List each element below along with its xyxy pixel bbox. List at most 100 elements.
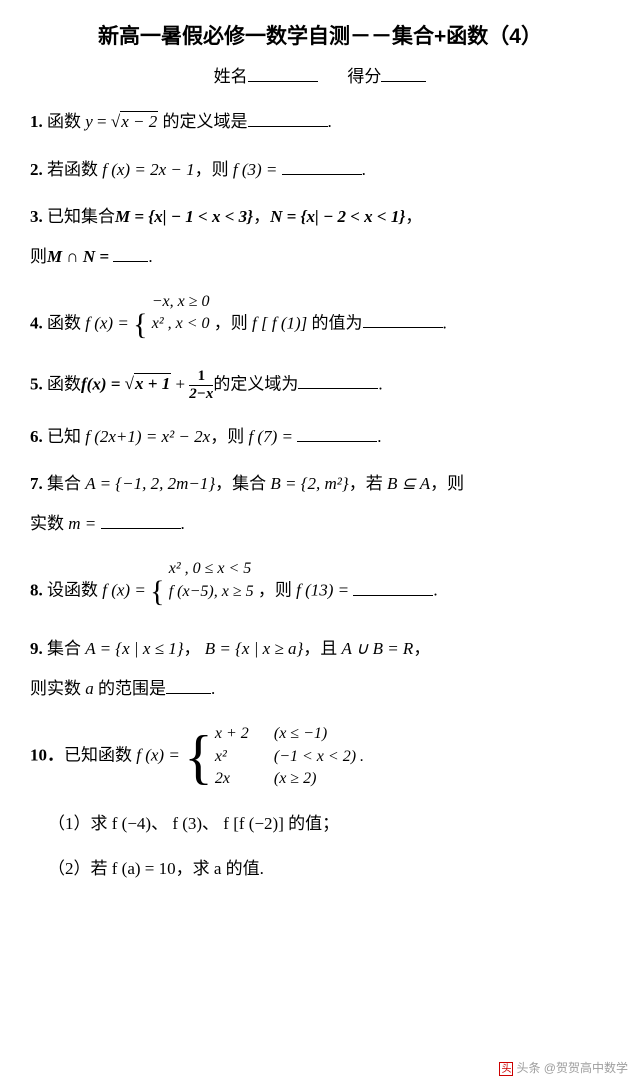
q3-M: M = {x| − 1 < x < 3}: [115, 207, 253, 226]
q5-fx: f(x) =: [81, 374, 125, 393]
q5-fb: 2−x: [189, 386, 213, 402]
q10-t1: 已知函数: [64, 746, 136, 765]
q9-dot: .: [211, 679, 215, 698]
q10-p2: x²: [215, 746, 270, 768]
q2-dot: .: [362, 160, 366, 179]
q10-p1: x + 2: [215, 723, 270, 745]
q3-c: ，: [253, 207, 270, 226]
q4-p1: −x, x ≥ 0: [152, 293, 210, 310]
watermark-text: 头条 @贺贺高中数学: [516, 1061, 628, 1075]
q3-N: N = {x| − 2 < x < 1}: [270, 207, 405, 226]
q5-t1: 函数: [47, 374, 81, 393]
q7-m: m =: [68, 514, 96, 533]
q10-c1: (x ≤ −1): [274, 725, 327, 742]
q10-piecebox: { x + 2 (x ≤ −1) x² (−1 < x < 2) . 2x (x…: [184, 723, 364, 790]
q1-sqrt: x − 2: [111, 109, 158, 135]
q8-brace: {: [150, 575, 164, 608]
question-1: 1. 函数 y = x − 2 的定义域是.: [30, 109, 610, 135]
q2-num: 2.: [30, 160, 43, 179]
q8-fx: f (x) =: [102, 581, 150, 600]
q6-num: 6.: [30, 427, 43, 446]
q3-d: ，: [405, 207, 422, 226]
question-10: 10．已知函数 f (x) = { x + 2 (x ≤ −1) x² (−1 …: [30, 723, 610, 881]
q8-num: 8.: [30, 581, 43, 600]
q5-num: 5.: [30, 374, 43, 393]
q5-sqrt: x + 1: [125, 371, 172, 397]
q3-blank[interactable]: [113, 245, 148, 262]
q2-f3: f (3) =: [233, 160, 278, 179]
q9-sp: ，: [184, 639, 205, 658]
q3-MN: M ∩ N =: [47, 247, 109, 266]
q7-t1: 集合: [47, 474, 85, 493]
q3-dot: .: [148, 247, 152, 266]
score-blank[interactable]: [381, 65, 426, 82]
q10-sub2: （2）若 f (a) = 10，求 a 的值.: [30, 856, 610, 882]
question-4: 4. 函数 f (x) = { −x, x ≥ 0 x² , x < 0 ，则 …: [30, 291, 610, 347]
q5-t2: 的定义域为: [213, 374, 298, 393]
q5-frac: 12−x: [189, 369, 213, 402]
q4-num: 4.: [30, 313, 43, 332]
q3-num: 3.: [30, 207, 43, 226]
q8-p1: x² , 0 ≤ x < 5: [169, 560, 252, 577]
q4-brace: {: [133, 308, 147, 341]
q10-pieces: x + 2 (x ≤ −1) x² (−1 < x < 2) . 2x (x ≥…: [215, 723, 364, 790]
q6-blank[interactable]: [297, 425, 377, 442]
q9-var: a: [85, 679, 94, 698]
q1-rad: x − 2: [120, 111, 158, 131]
q8-pieces: x² , 0 ≤ x < 5 f (x−5), x ≥ 5: [169, 558, 254, 603]
q7-sub: B ⊆ A: [387, 474, 430, 493]
q4-t1: 函数: [47, 313, 85, 332]
q7-B: B = {2, m²}: [270, 474, 348, 493]
q3-l2a: 则: [30, 247, 47, 266]
q2-t2: ，则: [195, 160, 233, 179]
q4-t2: ，则: [214, 313, 252, 332]
q10-num: 10．: [30, 746, 64, 765]
q4-ff: f [ f (1)]: [252, 313, 307, 332]
q5-blank[interactable]: [298, 372, 378, 389]
q6-t2: ，则: [210, 427, 248, 446]
q7-num: 7.: [30, 474, 43, 493]
q6-f7: f (7) =: [248, 427, 293, 446]
question-2: 2. 若函数 f (x) = 2x − 1，则 f (3) = .: [30, 157, 610, 183]
q7-A: A = {−1, 2, 2m−1}: [85, 474, 215, 493]
q10-c2: (−1 < x < 2) .: [274, 748, 364, 765]
q1-dot: .: [328, 112, 332, 131]
q9-c: ，且: [303, 639, 341, 658]
watermark-logo-icon: 头: [499, 1062, 513, 1076]
q6-t1: 已知: [47, 427, 85, 446]
q9-d: ，: [413, 639, 430, 658]
q1-t2: 的定义域是: [158, 112, 247, 131]
q4-blank[interactable]: [363, 311, 443, 328]
q2-blank[interactable]: [282, 158, 362, 175]
q8-blank[interactable]: [353, 579, 433, 596]
question-9: 9. 集合 A = {x | x ≤ 1}， B = {x | x ≥ a}，且…: [30, 636, 610, 701]
q7-blank[interactable]: [101, 512, 181, 529]
q1-eq: =: [93, 112, 111, 131]
question-6: 6. 已知 f (2x+1) = x² − 2x，则 f (7) = .: [30, 424, 610, 450]
name-score-line: 姓名 得分: [30, 62, 610, 87]
q5-ft: 1: [189, 369, 213, 386]
q8-t1: 设函数: [47, 581, 102, 600]
question-7: 7. 集合 A = {−1, 2, 2m−1}，集合 B = {2, m²}，若…: [30, 471, 610, 536]
question-3: 3. 已知集合M = {x| − 1 < x < 3}，N = {x| − 2 …: [30, 204, 610, 269]
q10-brace: {: [184, 733, 213, 781]
watermark: 头头条 @贺贺高中数学: [499, 1059, 628, 1076]
q4-dot: .: [443, 313, 447, 332]
q7-d: ，则: [430, 474, 464, 493]
q1-num: 1.: [30, 112, 43, 131]
q1-blank[interactable]: [248, 110, 328, 127]
q10-p3: 2x: [215, 768, 270, 790]
q9-blank[interactable]: [166, 677, 211, 694]
question-8: 8. 设函数 f (x) = { x² , 0 ≤ x < 5 f (x−5),…: [30, 558, 610, 614]
q7-l2a: 实数: [30, 514, 68, 533]
worksheet-page: 新高一暑假必修一数学自测－－集合+函数（4） 姓名 得分 1. 函数 y = x…: [0, 0, 640, 914]
name-blank[interactable]: [248, 65, 318, 82]
q9-l2a: 则实数: [30, 679, 85, 698]
q5-dot: .: [378, 374, 382, 393]
q9-t1: 集合: [47, 639, 85, 658]
name-label: 姓名: [214, 67, 248, 86]
question-5: 5. 函数f(x) = x + 1 + 12−x的定义域为.: [30, 369, 610, 402]
page-title: 新高一暑假必修一数学自测－－集合+函数（4）: [30, 20, 610, 50]
q2-t1: 若函数: [47, 160, 102, 179]
q9-l2b: 的范围是: [94, 679, 166, 698]
